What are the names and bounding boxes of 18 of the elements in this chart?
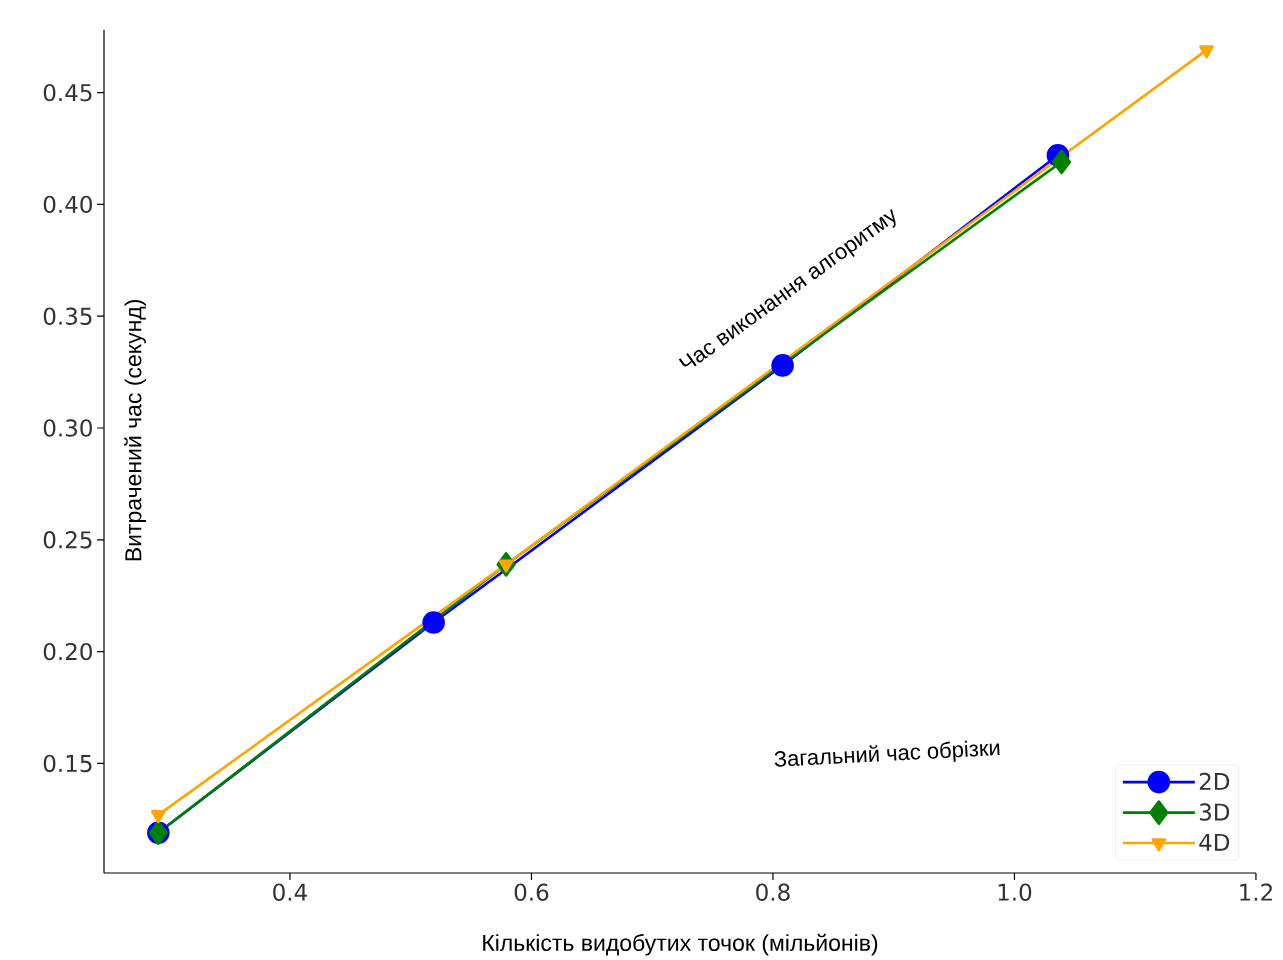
legend-label: 2D: [1199, 772, 1230, 790]
x-tick-label: 0.6: [514, 883, 549, 901]
y-tick-label: 0.40: [43, 195, 92, 214]
x-tick-label: 1.2: [1240, 883, 1272, 901]
x-tick-label: 0.8: [756, 883, 790, 901]
x-axis-title: Кількість видобутих точок (мільйонів): [483, 933, 878, 956]
y-tick-label: 0.35: [43, 307, 92, 325]
y-tick-label: 0.20: [43, 642, 92, 661]
y-tick-label: 0.15: [43, 754, 92, 773]
x-tick-label: 0.4: [273, 883, 307, 901]
x-tick-label: 1.0: [998, 883, 1032, 901]
y-tick-label: 0.30: [43, 419, 92, 437]
legend-label: 4D: [1199, 833, 1230, 851]
y-tick-label: 0.25: [43, 531, 92, 549]
annotation: Загальний час обрізки: [774, 740, 1000, 767]
legend-label: 3D: [1199, 803, 1230, 821]
y-tick-label: 0.45: [43, 83, 92, 102]
y-axis-title: Витрачений час (секунд): [124, 300, 147, 561]
